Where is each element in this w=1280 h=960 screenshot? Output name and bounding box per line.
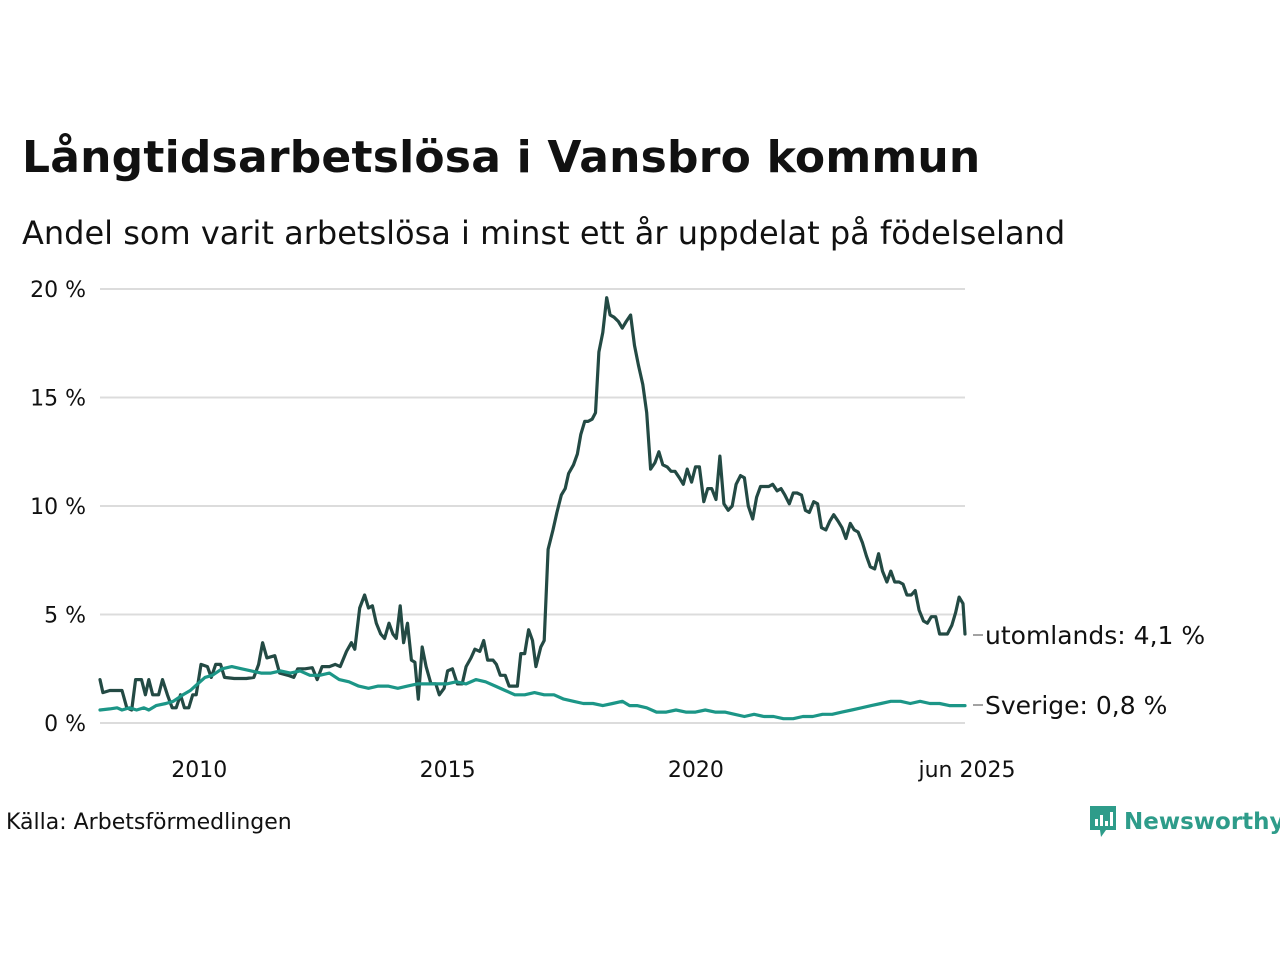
series-line-sverige: [98, 665, 967, 721]
logo-text: Newsworthy: [1124, 809, 1280, 835]
x-tick-label-0: 2010: [171, 758, 227, 783]
end-label-sverige: Sverige: 0,8 %: [985, 691, 1167, 720]
end-label-utomlands: utomlands: 4,1 %: [985, 621, 1205, 650]
x-tick-label-3: jun 2025: [918, 758, 1016, 783]
y-tick-label-2: 10 %: [30, 495, 86, 520]
chart-title: Långtidsarbetslösa i Vansbro kommun: [22, 132, 981, 183]
newsworthy-logo-icon: [1090, 806, 1116, 837]
source-note: Källa: Arbetsförmedlingen: [6, 810, 292, 835]
line-chart: 0 % 5 % 10 % 15 % 20 % 2010 2015 2020 jun 2025 ut…: [30, 278, 1205, 783]
y-tick-label-1: 5 %: [44, 604, 86, 629]
y-tick-label-4: 20 %: [30, 278, 86, 303]
chart-subtitle: Andel som varit arbetslösa i minst ett å…: [22, 214, 1066, 252]
y-tick-label-0: 0 %: [44, 712, 86, 737]
newsworthy-logo: Newsworthy: [1088, 804, 1280, 840]
x-tick-label-2: 2020: [668, 758, 724, 783]
series-line-utomlands: [98, 296, 967, 712]
y-tick-label-3: 15 %: [30, 387, 86, 412]
x-tick-label-1: 2015: [420, 758, 476, 783]
